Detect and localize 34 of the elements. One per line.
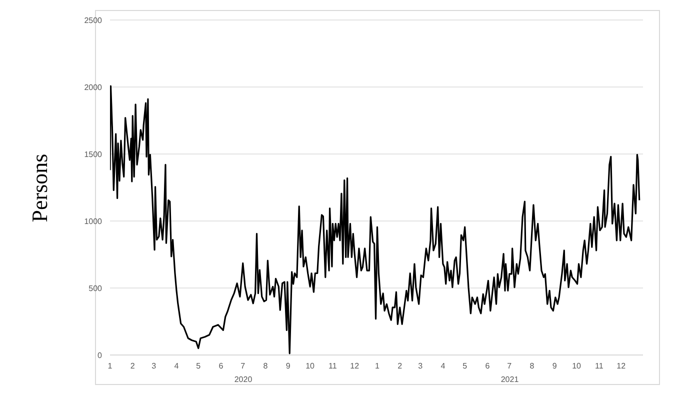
y-tick-label: 2000 [84,82,103,92]
x-tick-label: 2 [398,362,403,371]
x-tick-label: 11 [595,362,604,371]
x-tick-label: 8 [530,362,535,371]
x-tick-label: 9 [286,362,291,371]
line-series [110,85,640,354]
x-tick-label: 8 [263,362,268,371]
x-tick-label: 5 [462,362,468,371]
y-tick-label: 2500 [84,16,103,25]
x-tick-label: 12 [616,362,626,371]
y-tick-label: 1000 [84,216,103,226]
x-tick-label: 4 [440,362,446,371]
x-tick-label: 12 [350,362,360,371]
x-tick-label: 7 [240,362,246,371]
text: 2021 [500,375,519,384]
x-tick-label: 7 [507,362,512,371]
x-tick-label: 3 [418,362,424,371]
text: 2020 [234,375,252,384]
x-tick-label: 11 [328,362,338,371]
x-tick-label: 1 [375,362,380,371]
y-tick-label: 1500 [84,150,103,159]
x-tick-label: 1 [108,362,113,371]
x-tick-label: 5 [196,362,202,371]
x-tick-label: 2 [130,362,136,371]
x-tick-label: 10 [306,362,316,371]
y-tick-label: 0 [98,350,103,360]
x-tick-label: 10 [572,362,582,371]
x-tick-label: 6 [485,362,490,371]
x-tick-label: 6 [218,362,224,371]
x-tick-label: 9 [552,362,558,371]
y-tick-label: 500 [88,284,103,293]
x-tick-label: 4 [174,362,180,371]
y-axis-title: Persons [27,153,53,222]
x-tick-label: 3 [152,362,157,371]
